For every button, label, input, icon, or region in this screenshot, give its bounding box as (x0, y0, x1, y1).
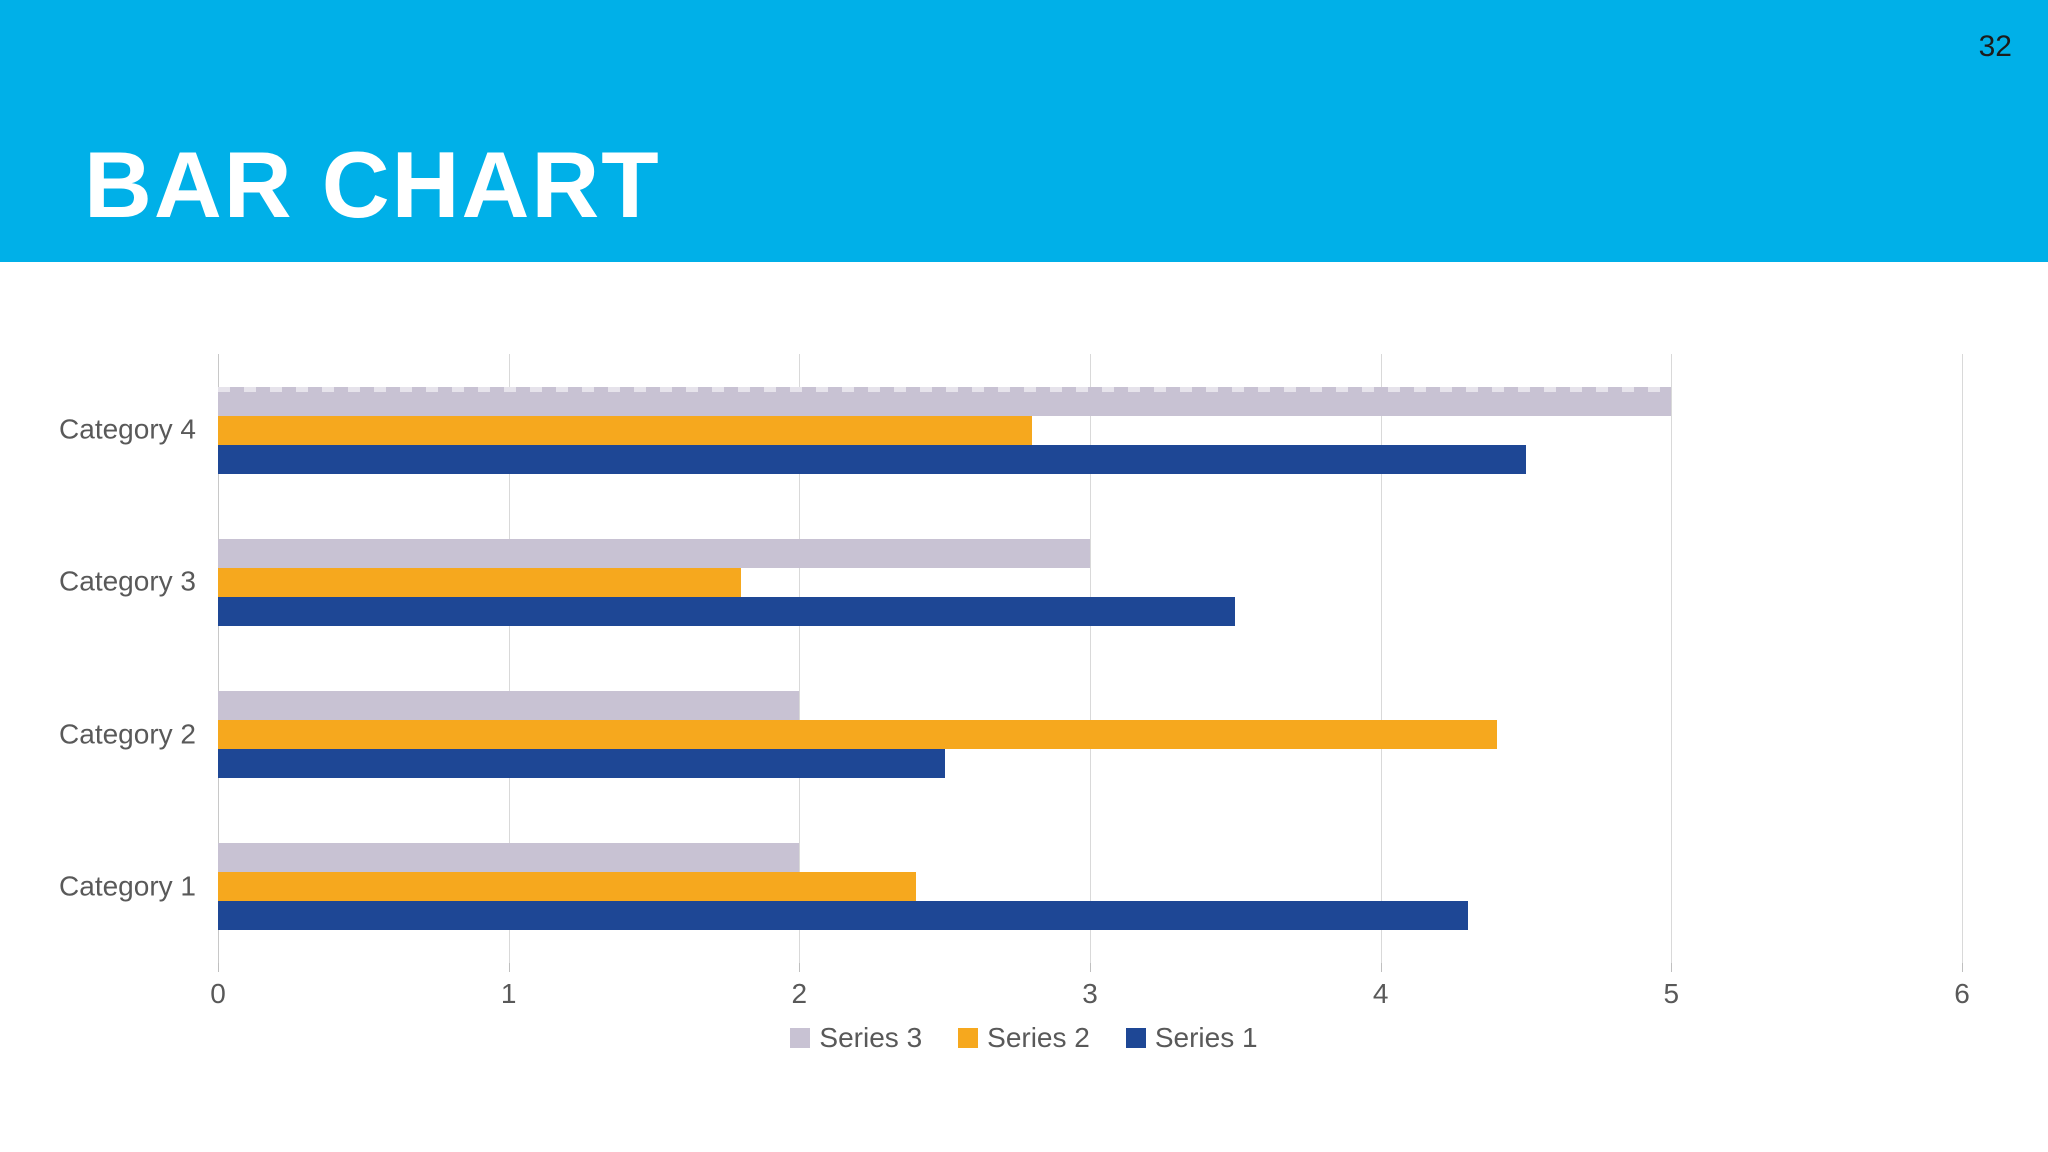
slide-title: BAR CHART (84, 132, 661, 237)
gridline-4 (1380, 354, 1382, 963)
axis-tick-4 (1380, 963, 1382, 972)
bar-category-4-series-3 (218, 386, 1672, 416)
axis-tick-1 (508, 963, 510, 972)
category-row-category-1: Category 1 (59, 811, 1962, 963)
gridline-2 (799, 354, 801, 963)
x-tick-label-3: 3 (1082, 978, 1098, 1009)
axis-tick-3 (1090, 963, 1091, 972)
axis-tick-5 (1671, 963, 1673, 972)
x-tick-label-5: 5 (1663, 978, 1680, 1009)
bar-category-3-series-3 (218, 538, 1090, 568)
axis-tick-6 (1962, 963, 1963, 972)
bar-category-3-series-1 (218, 596, 1236, 626)
bar-category-2-series-2 (218, 720, 1497, 750)
category-row-category-2: Category 2 (59, 659, 1962, 811)
axis-tick-2 (799, 963, 801, 972)
category-label-category-1: Category 1 (59, 870, 196, 902)
bar-category-4-series-1 (218, 444, 1526, 474)
bar-category-2-series-3 (218, 691, 800, 721)
legend-swatch-series-1 (1125, 1028, 1146, 1048)
page-number: 32 (1978, 30, 2012, 63)
x-tick-label-6: 6 (1954, 978, 1970, 1009)
bar-category-1-series-1 (218, 901, 1468, 931)
category-label-category-3: Category 3 (59, 565, 196, 597)
gridline-6 (1962, 354, 1963, 963)
category-label-category-2: Category 2 (59, 718, 196, 750)
chart-legend: Series 3 Series 2 Series 1 (0, 1024, 2048, 1052)
legend-label-series-2: Series 2 (987, 1022, 1090, 1053)
legend-swatch-series-3 (790, 1028, 811, 1048)
gridline-5 (1671, 354, 1673, 963)
gridline-0 (218, 354, 219, 963)
plot-area: 0 1 2 3 4 5 6 Category 4 Category 3 Category 2 Cat… (59, 354, 1970, 1009)
legend-label-series-1: Series 1 (1154, 1022, 1258, 1053)
bar-category-2-series-1 (218, 749, 945, 779)
category-row-category-4: Category 4 (59, 354, 1962, 506)
slide-header: BAR CHART 32 (0, 0, 2048, 262)
x-tick-label-1: 1 (500, 978, 517, 1009)
category-label-category-4: Category 4 (59, 413, 196, 445)
category-rows: Category 4 Category 3 Category 2 Category 1 (59, 354, 1962, 963)
x-tick-label-4: 4 (1372, 978, 1389, 1009)
bar-category-4-series-2 (218, 415, 1032, 445)
legend-label-series-3: Series 3 (819, 1022, 923, 1053)
x-tick-label-0: 0 (210, 978, 226, 1009)
bar-category-3-series-2 (218, 567, 742, 597)
legend-swatch-series-2 (958, 1028, 979, 1048)
gridline-1 (508, 354, 510, 963)
category-row-category-3: Category 3 (59, 506, 1962, 658)
axis-tick-0 (218, 963, 219, 972)
legend-item-series-2: Series 2 (958, 1024, 1090, 1052)
legend-item-series-1: Series 1 (1125, 1022, 1258, 1053)
legend-item-series-3: Series 3 (790, 1024, 922, 1052)
bar-category-1-series-2 (218, 872, 916, 902)
x-tick-label-2: 2 (791, 978, 808, 1009)
gridline-3 (1090, 354, 1091, 963)
bar-category-1-series-3 (218, 843, 800, 873)
